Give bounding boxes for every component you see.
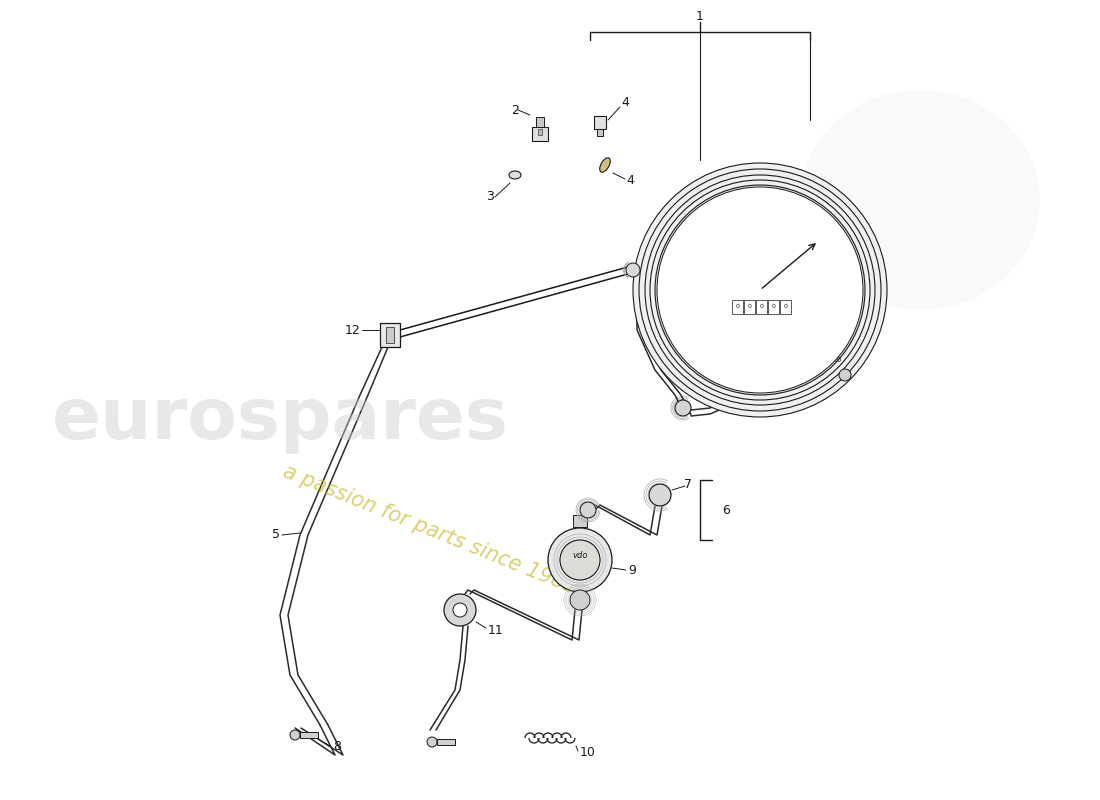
Text: 12: 12 xyxy=(344,323,360,337)
Circle shape xyxy=(548,528,612,592)
Text: 4: 4 xyxy=(621,97,629,110)
Circle shape xyxy=(649,484,671,506)
Text: 250: 250 xyxy=(767,366,781,374)
Text: mph: mph xyxy=(757,322,773,328)
Bar xyxy=(780,300,791,314)
Text: vdo: vdo xyxy=(572,551,587,561)
Bar xyxy=(744,300,755,314)
Bar xyxy=(594,116,606,129)
Text: 11: 11 xyxy=(488,623,504,637)
Text: 9: 9 xyxy=(628,563,636,577)
Bar xyxy=(532,127,548,141)
Bar xyxy=(300,732,318,738)
Ellipse shape xyxy=(600,158,610,172)
Circle shape xyxy=(839,369,851,381)
Text: 0: 0 xyxy=(771,305,775,310)
Text: 6: 6 xyxy=(722,503,730,517)
Circle shape xyxy=(570,590,590,610)
Text: 3: 3 xyxy=(486,190,494,203)
Circle shape xyxy=(427,737,437,747)
Circle shape xyxy=(675,400,691,416)
Circle shape xyxy=(580,502,596,518)
Text: 10: 10 xyxy=(580,746,596,759)
Bar xyxy=(573,515,587,527)
Text: eurospares: eurospares xyxy=(52,386,508,454)
Text: 8: 8 xyxy=(333,741,341,754)
Circle shape xyxy=(645,175,874,405)
Text: 50: 50 xyxy=(679,258,689,266)
Bar xyxy=(768,300,779,314)
Bar xyxy=(536,117,544,127)
Text: 1: 1 xyxy=(696,10,704,22)
Circle shape xyxy=(626,263,640,277)
Bar xyxy=(538,129,542,135)
Text: 5: 5 xyxy=(272,529,280,542)
Text: 2: 2 xyxy=(512,103,519,117)
Text: 7: 7 xyxy=(684,478,692,491)
Ellipse shape xyxy=(800,90,1040,310)
Text: 0: 0 xyxy=(760,305,763,310)
Bar xyxy=(379,323,400,347)
Text: 4: 4 xyxy=(626,174,634,186)
Circle shape xyxy=(444,594,476,626)
Circle shape xyxy=(654,185,865,395)
Text: 150: 150 xyxy=(815,234,829,242)
Circle shape xyxy=(657,187,864,393)
Text: a passion for parts since 1985: a passion for parts since 1985 xyxy=(280,462,580,598)
Text: 0: 0 xyxy=(748,305,751,310)
Circle shape xyxy=(650,180,870,400)
Text: 0: 0 xyxy=(783,305,788,310)
Bar xyxy=(597,129,603,136)
Text: 100: 100 xyxy=(739,206,754,214)
Circle shape xyxy=(453,603,468,617)
Bar xyxy=(386,327,394,343)
Circle shape xyxy=(290,730,300,740)
Bar xyxy=(756,300,767,314)
Circle shape xyxy=(632,163,887,417)
Bar xyxy=(732,300,742,314)
Circle shape xyxy=(560,540,600,580)
Text: 200: 200 xyxy=(829,314,844,322)
Text: 250: 250 xyxy=(828,357,842,363)
Circle shape xyxy=(639,169,881,411)
Text: 0: 0 xyxy=(736,305,739,310)
Bar xyxy=(437,739,455,745)
Ellipse shape xyxy=(509,171,521,179)
